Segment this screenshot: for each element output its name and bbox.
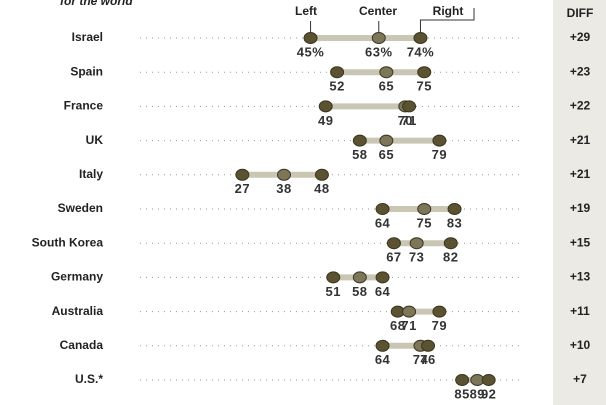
value-label: 89 — [470, 386, 485, 401]
value-label: 38 — [276, 181, 291, 196]
dot — [375, 203, 390, 215]
diff-value: +11 — [570, 304, 590, 318]
dot — [432, 134, 447, 147]
dot — [455, 374, 470, 386]
value-label: 64 — [375, 284, 391, 299]
value-label: 67 — [386, 250, 401, 265]
legend-label: Right — [433, 4, 464, 18]
dot — [277, 168, 292, 181]
category-label: Israel — [72, 30, 103, 44]
value-label: 71 — [401, 318, 416, 333]
dot — [421, 339, 436, 352]
value-label: 71 — [401, 113, 416, 128]
dot — [352, 134, 367, 147]
value-label: 49 — [318, 113, 333, 128]
dot — [432, 305, 447, 318]
diff-column — [553, 0, 606, 405]
dot — [330, 66, 345, 79]
dot — [409, 237, 424, 250]
value-label: 48 — [314, 181, 329, 196]
value-label: 85 — [454, 386, 469, 401]
category-label: U.S.* — [75, 372, 103, 386]
value-label: 92 — [481, 386, 496, 401]
dot — [314, 168, 329, 181]
value-label: 74 — [413, 352, 429, 367]
category-label: France — [64, 99, 104, 113]
diff-value: +15 — [570, 235, 591, 249]
dot — [402, 305, 417, 318]
value-label: 75 — [417, 215, 432, 230]
dot — [375, 339, 390, 352]
subtitle: for the world — [60, 0, 133, 8]
category-label: Sweden — [58, 201, 103, 215]
category-label: South Korea — [32, 235, 104, 249]
value-label: 73 — [409, 250, 424, 265]
legend-leader — [419, 8, 475, 32]
dot — [371, 32, 386, 44]
category-label: Italy — [79, 167, 103, 181]
diff-value: +10 — [570, 338, 591, 352]
category-label: UK — [86, 133, 104, 147]
value-label: 52 — [329, 79, 344, 94]
diff-value: +23 — [570, 64, 591, 78]
dot — [402, 100, 417, 113]
category-label: Canada — [60, 338, 104, 352]
dot — [447, 203, 462, 215]
diff-value: +13 — [570, 270, 591, 284]
value-label: 65 — [379, 79, 394, 94]
dot — [379, 134, 394, 147]
diff-header: DIFF — [567, 6, 594, 20]
dot — [386, 237, 401, 250]
value-label: 79 — [432, 147, 447, 162]
legend-label: Center — [359, 4, 397, 18]
value-label: 68 — [390, 318, 405, 333]
dot — [352, 271, 367, 284]
value-label: 58 — [352, 284, 367, 299]
dot — [481, 374, 496, 386]
dot — [375, 271, 390, 284]
diff-value: +21 — [570, 133, 591, 147]
diff-value: +22 — [570, 99, 591, 113]
dot — [413, 32, 428, 44]
diff-value: +29 — [570, 30, 591, 44]
category-label: Germany — [51, 270, 103, 284]
value-label: 76 — [420, 352, 435, 367]
diff-value: +19 — [570, 201, 591, 215]
value-label: 75 — [417, 79, 432, 94]
value-label: 64 — [375, 352, 391, 367]
value-label: 83 — [447, 215, 462, 230]
dot — [417, 203, 432, 215]
value-label: 58 — [352, 147, 367, 162]
category-label: Spain — [70, 64, 103, 78]
dot — [443, 237, 458, 250]
dot — [303, 32, 318, 44]
value-label: 65 — [379, 147, 394, 162]
dot — [235, 168, 250, 181]
value-label: 51 — [326, 284, 341, 299]
dot — [326, 271, 341, 284]
legend-label: Left — [295, 4, 317, 18]
value-label: 79 — [432, 318, 447, 333]
value-label: 64 — [375, 215, 391, 230]
dot — [379, 66, 394, 79]
category-label: Australia — [52, 304, 104, 318]
dot — [417, 66, 432, 79]
value-label: 45% — [297, 44, 325, 59]
value-label: 82 — [443, 250, 458, 265]
value-label: 63% — [365, 44, 393, 59]
value-label: 74% — [407, 44, 435, 59]
dot — [318, 100, 333, 113]
diff-value: +7 — [573, 372, 587, 386]
value-label: 70 — [398, 113, 413, 128]
diff-value: +21 — [570, 167, 591, 181]
value-label: 27 — [235, 181, 250, 196]
